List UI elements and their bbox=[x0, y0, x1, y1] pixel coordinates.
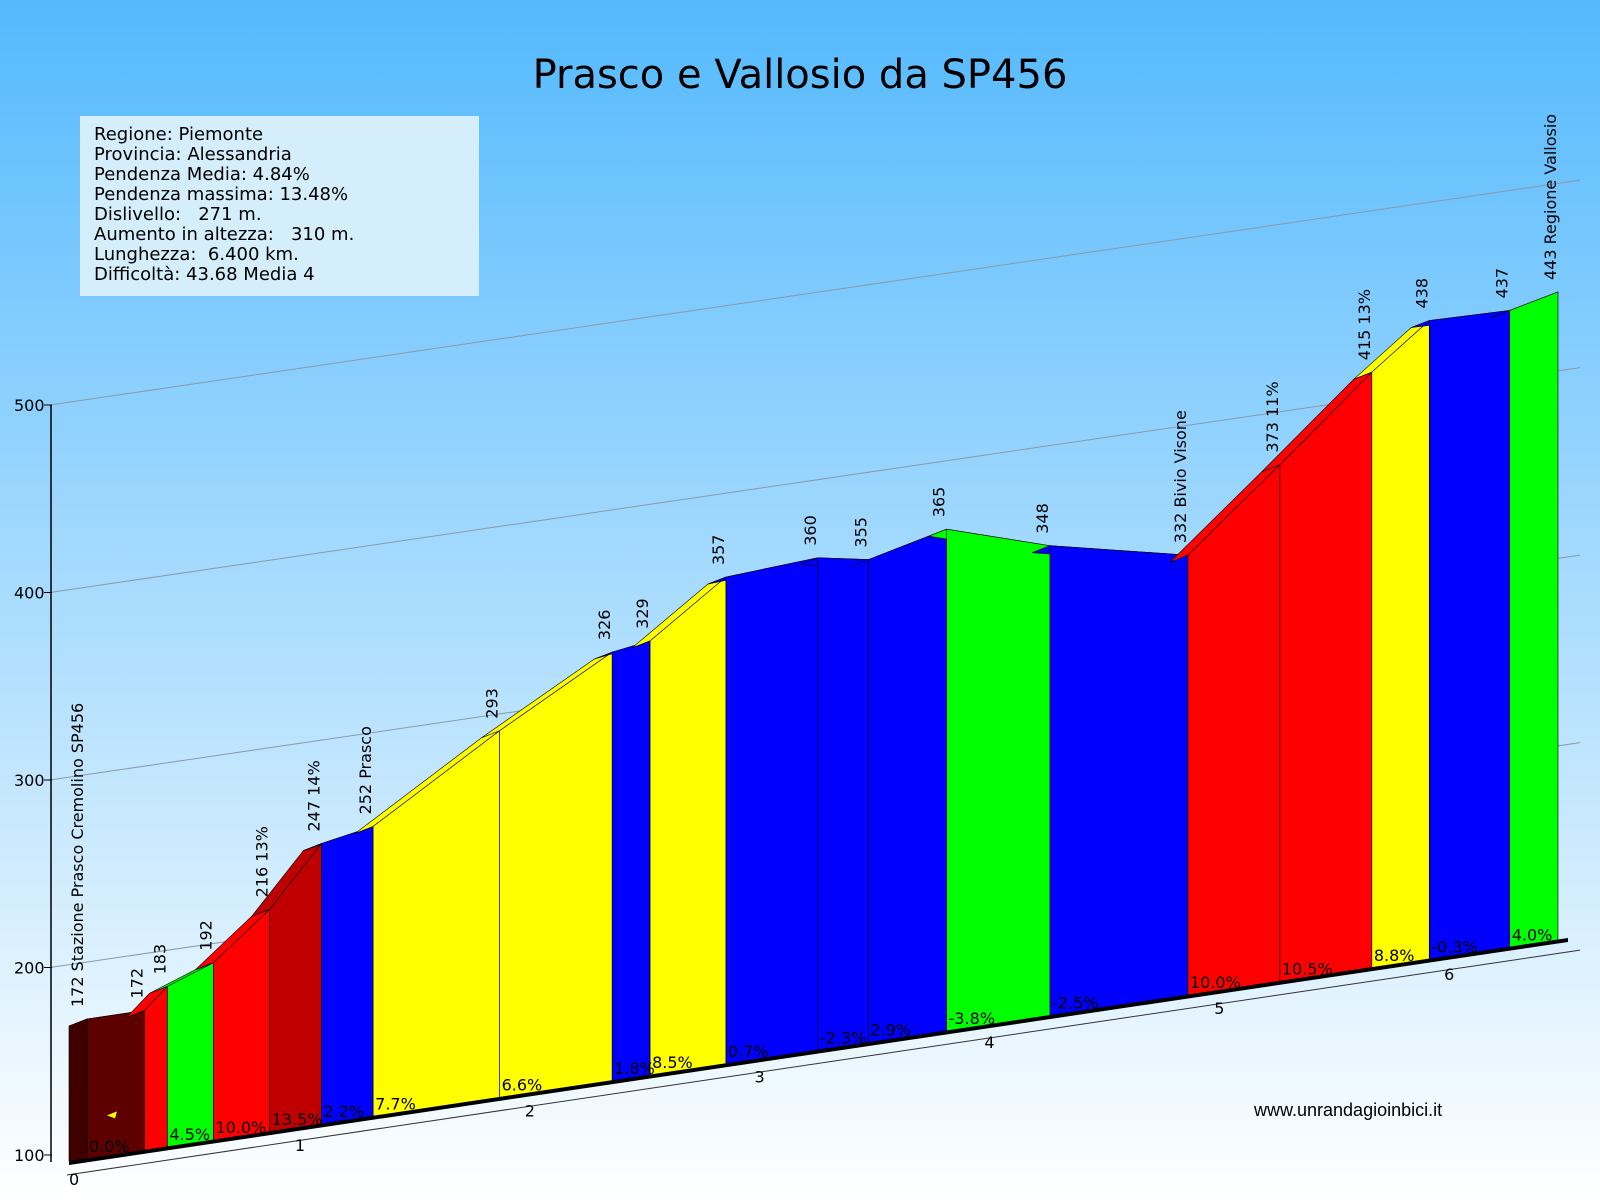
km-label-2: 2 bbox=[525, 1102, 535, 1121]
km-label-5: 5 bbox=[1214, 999, 1224, 1018]
grade-label-15: 10.0% bbox=[1190, 973, 1241, 992]
elevation-label-15: 332 Bivio Visone bbox=[1171, 410, 1190, 543]
elevation-label-8: 326 bbox=[595, 610, 614, 641]
segment-bar-19 bbox=[1509, 291, 1559, 950]
website-link[interactable]: www.unrandagioinbici.it bbox=[1254, 1100, 1443, 1120]
info-pendenza-massima: Pendenza massima: 13.48% bbox=[94, 184, 349, 205]
grade-label-2: 4.5% bbox=[169, 1125, 210, 1144]
grade-label-18: -0.3% bbox=[1431, 937, 1477, 956]
grade-label-14: -2.5% bbox=[1052, 994, 1098, 1013]
start-marker bbox=[107, 1111, 117, 1119]
elevation-label-13: 365 bbox=[930, 487, 949, 518]
grade-label-5: 2.2% bbox=[323, 1102, 364, 1121]
info-box: Regione: Piemonte Provincia: Alessandria… bbox=[80, 116, 479, 296]
elevation-label-18: 438 bbox=[1412, 278, 1431, 309]
elevation-label-1: 172 bbox=[127, 968, 146, 999]
grade-label-6: 7.7% bbox=[375, 1094, 416, 1113]
y-tick-label-400: 400 bbox=[14, 584, 45, 603]
y-tick-label-300: 300 bbox=[14, 771, 45, 790]
gridline-500 bbox=[49, 179, 1581, 406]
grade-label-12: 2.9% bbox=[870, 1021, 911, 1040]
gridline-400 bbox=[49, 367, 1581, 593]
info-dislivello: Dislivello: 271 m. bbox=[94, 204, 262, 225]
elevation-label-7: 293 bbox=[483, 688, 502, 719]
elevation-label-5: 247 14% bbox=[304, 760, 323, 831]
segment-bar-15 bbox=[1187, 463, 1281, 998]
grade-label-10: 0.7% bbox=[728, 1042, 769, 1061]
segment-bar-9 bbox=[649, 576, 727, 1078]
segment-bar-7 bbox=[499, 651, 613, 1100]
km-label-1: 1 bbox=[295, 1136, 305, 1155]
segment-bar-5 bbox=[321, 826, 374, 1127]
info-regione: Regione: Piemonte bbox=[94, 124, 264, 145]
segment-bar-8 bbox=[611, 640, 651, 1084]
elevation-label-17: 415 13% bbox=[1355, 289, 1374, 360]
grade-label-13: -3.8% bbox=[949, 1009, 995, 1028]
segment-bar-18 bbox=[1428, 310, 1511, 962]
segment-bar-2 bbox=[167, 962, 214, 1150]
elevation-label-9: 329 bbox=[633, 598, 652, 629]
grade-label-17: 8.8% bbox=[1374, 946, 1415, 965]
grade-label-0: 0.0% bbox=[89, 1137, 130, 1156]
elevation-label-20: 443 Regione Vallosio bbox=[1541, 114, 1560, 280]
km-label-0: 0 bbox=[69, 1170, 79, 1189]
segment-bar-14 bbox=[1049, 545, 1189, 1019]
elevation-label-0: 172 Stazione Prasco Cremolino SP456 bbox=[68, 703, 87, 1007]
grade-label-3: 10.0% bbox=[215, 1118, 266, 1137]
base-road bbox=[69, 937, 1568, 1165]
grade-label-7: 6.6% bbox=[502, 1076, 543, 1095]
elevation-label-10: 357 bbox=[709, 535, 728, 566]
grade-label-9: 8.5% bbox=[652, 1053, 693, 1072]
grade-label-8: 1.8% bbox=[614, 1059, 655, 1078]
grade-label-16: 10.5% bbox=[1282, 960, 1333, 979]
segment-side-0 bbox=[68, 1018, 88, 1162]
y-tick-label-200: 200 bbox=[14, 959, 45, 978]
elevation-label-4: 216 13% bbox=[253, 826, 272, 897]
segment-bar-1 bbox=[144, 985, 168, 1153]
segment-bar-11 bbox=[817, 557, 869, 1053]
elevation-label-6: 252 Prasco bbox=[356, 726, 375, 814]
grade-label-4: 13.5% bbox=[272, 1110, 323, 1129]
km-label-3: 3 bbox=[755, 1067, 765, 1086]
elevation-label-16: 373 11% bbox=[1263, 381, 1282, 452]
elevation-label-2: 183 bbox=[150, 944, 169, 975]
km-label-4: 4 bbox=[984, 1033, 994, 1052]
elevation-label-19: 437 bbox=[1493, 268, 1512, 299]
info-pendenza-media: Pendenza Media: 4.84% bbox=[94, 164, 310, 185]
info-difficolta: Difficoltà: 43.68 Media 4 bbox=[94, 264, 315, 285]
segment-bar-13 bbox=[946, 528, 1051, 1034]
elevation-label-3: 192 bbox=[196, 920, 215, 951]
chart-title: Prasco e Vallosio da SP456 bbox=[532, 52, 1068, 98]
km-label-6: 6 bbox=[1444, 965, 1454, 984]
segment-bar-17 bbox=[1371, 319, 1430, 971]
base-ground-line bbox=[66, 949, 1581, 1176]
elevation-label-14: 348 bbox=[1033, 503, 1052, 534]
segment-bar-16 bbox=[1279, 371, 1373, 984]
elevation-label-12: 355 bbox=[851, 517, 870, 548]
info-provincia: Provincia: Alessandria bbox=[94, 144, 292, 165]
y-tick-label-500: 500 bbox=[14, 396, 45, 415]
info-aumento: Aumento in altezza: 310 m. bbox=[94, 224, 355, 245]
grade-label-11: -2.3% bbox=[820, 1028, 866, 1047]
grade-label-19: 4.0% bbox=[1512, 925, 1553, 944]
y-tick-label-100: 100 bbox=[14, 1146, 45, 1165]
info-lunghezza: Lunghezza: 6.400 km. bbox=[94, 244, 299, 265]
elevation-label-11: 360 bbox=[801, 515, 820, 546]
segment-bar-12 bbox=[868, 528, 947, 1046]
segment-bar-10 bbox=[725, 557, 819, 1067]
